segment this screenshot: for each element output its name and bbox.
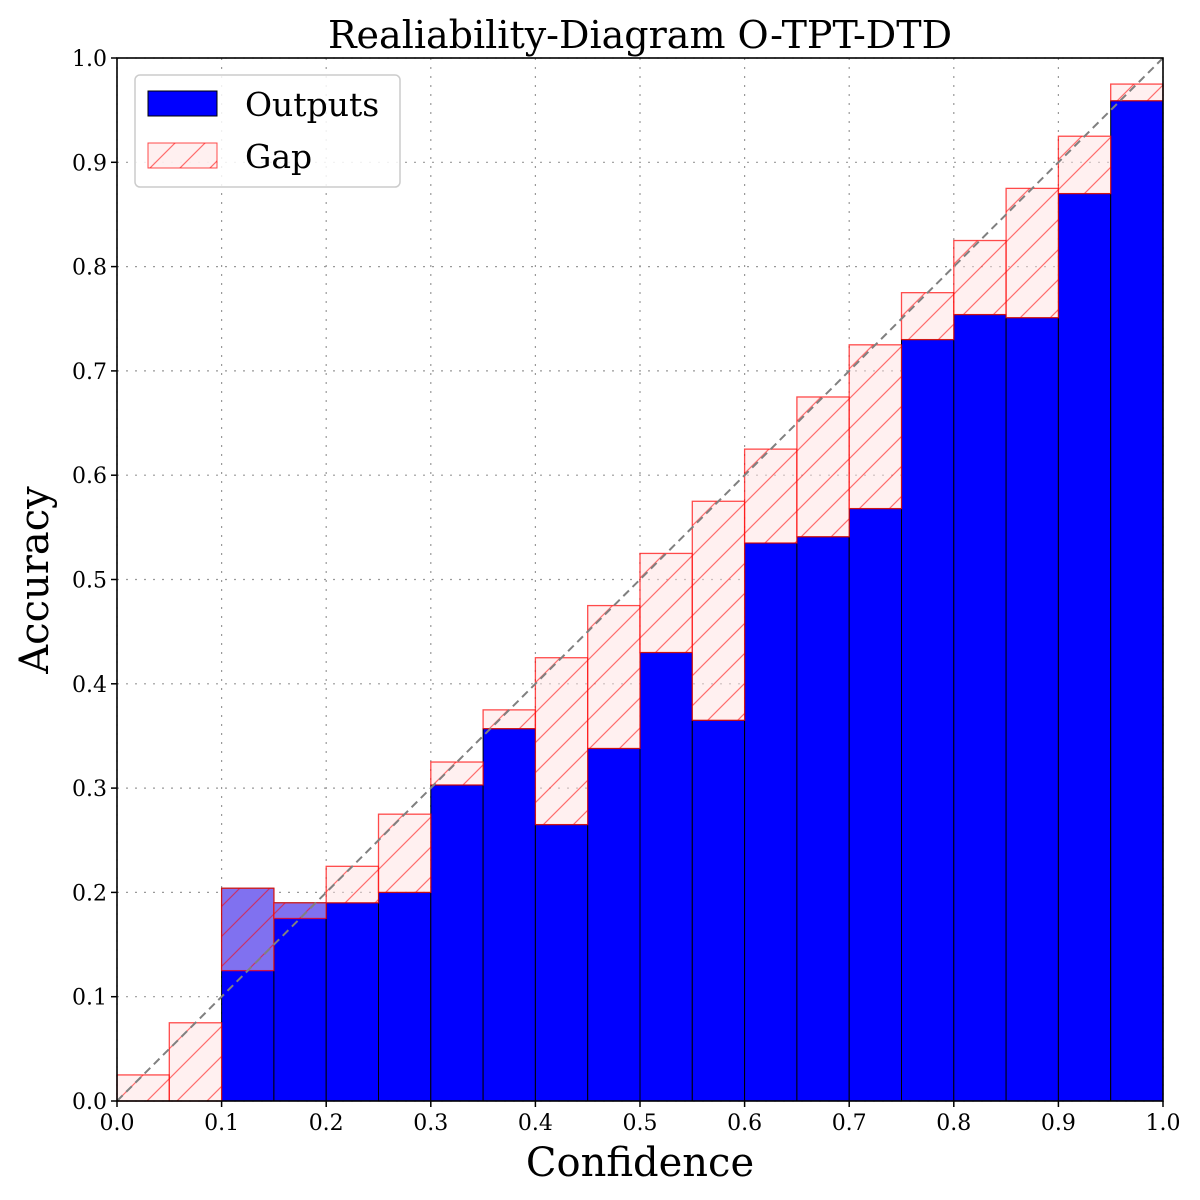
gap-bar	[639, 552, 693, 654]
y-tick-label: 0.1	[72, 986, 107, 1011]
gap-bar	[1110, 83, 1164, 102]
y-axis-ticks: 0.0 0.1 0.2 0.3 0.4 0.5 0.6 0.7 0.8 0.9 1.0	[72, 47, 117, 1115]
x-axis-label: Confidence	[526, 1140, 754, 1186]
outputs-bar	[430, 784, 484, 1102]
gap-bar	[220, 887, 275, 972]
gap-bar	[848, 344, 903, 510]
outputs-bar	[953, 314, 1007, 1102]
outputs-bars	[221, 100, 1164, 1102]
x-axis-ticks: 0.0 0.1 0.2 0.3 0.4 0.5 0.6 0.7 0.8 0.9 1.0	[100, 1101, 1181, 1136]
outputs-bar	[534, 824, 589, 1102]
y-tick-label: 0.3	[72, 777, 107, 802]
x-tick-label: 0.1	[204, 1111, 239, 1136]
outputs-bar	[744, 542, 798, 1102]
y-axis-label: Accuracy	[12, 486, 58, 675]
outputs-bar	[1005, 317, 1059, 1102]
x-tick-label: 0.8	[936, 1111, 971, 1136]
gap-bar	[1057, 135, 1112, 195]
outputs-bar	[848, 508, 903, 1102]
gap-bar	[430, 761, 484, 786]
legend-label-gap: Gap	[245, 137, 312, 176]
gap-bar	[482, 709, 537, 730]
gap-bar	[534, 657, 589, 826]
x-tick-label: 0.0	[100, 1111, 135, 1136]
y-tick-label: 0.2	[72, 881, 107, 906]
outputs-bar	[378, 891, 432, 1102]
y-tick-label: 0.6	[72, 464, 107, 489]
y-tick-label: 1.0	[72, 47, 107, 72]
outputs-bar	[325, 902, 380, 1102]
x-tick-label: 0.2	[309, 1111, 344, 1136]
gap-bar	[273, 902, 327, 920]
gap-bars	[116, 83, 1164, 1102]
x-tick-label: 0.5	[623, 1111, 658, 1136]
gap-bar	[377, 813, 432, 894]
legend: Outputs Gap	[134, 74, 401, 188]
gap-bar	[1005, 187, 1060, 319]
y-tick-label: 0.0	[72, 1090, 107, 1115]
gap-bar	[796, 396, 850, 538]
gap-bar	[116, 1074, 170, 1102]
outputs-bar	[691, 719, 746, 1102]
gap-bar	[691, 500, 746, 721]
gap-bar	[743, 448, 798, 544]
gap-bar	[900, 292, 955, 341]
outputs-bar	[639, 652, 693, 1102]
y-tick-label: 0.7	[72, 360, 107, 385]
y-tick-label: 0.8	[72, 256, 107, 281]
outputs-bar	[273, 902, 327, 1102]
legend-label-outputs: Outputs	[245, 85, 379, 124]
x-tick-label: 0.4	[518, 1111, 553, 1136]
gap-bar	[325, 865, 380, 904]
y-tick-label: 0.5	[72, 569, 107, 594]
gap-bar	[168, 1022, 223, 1102]
outputs-bar	[587, 747, 641, 1102]
gap-bar	[953, 239, 1007, 316]
x-tick-label: 0.3	[413, 1111, 448, 1136]
x-tick-label: 1.0	[1146, 1111, 1181, 1136]
outputs-bar	[901, 339, 955, 1102]
x-tick-label: 0.6	[727, 1111, 762, 1136]
chart-title: Realiability-Diagram O-TPT-DTD	[328, 13, 952, 57]
outputs-bar	[1057, 193, 1112, 1102]
legend-swatch-outputs	[147, 90, 218, 117]
outputs-bar	[796, 536, 850, 1102]
gap-bar	[587, 604, 641, 750]
outputs-bar	[482, 728, 536, 1102]
x-tick-label: 0.9	[1041, 1111, 1076, 1136]
x-tick-label: 0.7	[832, 1111, 867, 1136]
outputs-bar	[1110, 100, 1164, 1102]
y-tick-label: 0.9	[72, 151, 107, 176]
y-tick-label: 0.4	[72, 673, 107, 698]
